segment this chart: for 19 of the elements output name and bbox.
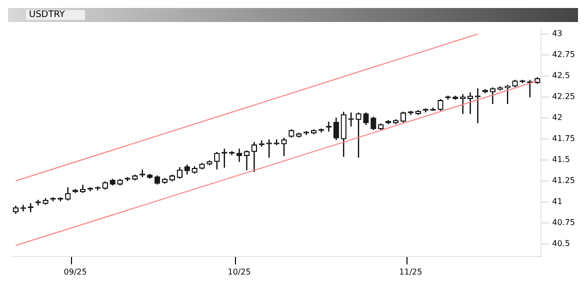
y-tick-label: 42 [552,113,562,122]
x-tick-label: 10/25 [228,267,251,276]
x-tick-label: 11/25 [399,267,422,276]
y-tick-label: 42.75 [552,50,576,60]
candlestick [20,204,26,212]
y-tick-label: 41 [552,196,562,206]
candlestick [251,142,258,172]
y-tick-label: 40.75 [552,218,576,227]
chart-title: USDTRY [26,10,85,20]
y-tick-label: 42.25 [552,92,576,102]
y-tick-label: 41.75 [552,134,576,143]
x-tick-label: 09/25 [64,267,87,276]
candlestick [474,88,481,124]
y-tick-label: 41.5 [552,154,570,164]
candlestick [244,150,250,170]
y-tick-label: 40.5 [552,238,570,248]
y-tick-label: 43 [552,29,562,38]
y-tick-label: 41.25 [552,176,576,185]
y-tick-label: 42.5 [552,71,570,80]
